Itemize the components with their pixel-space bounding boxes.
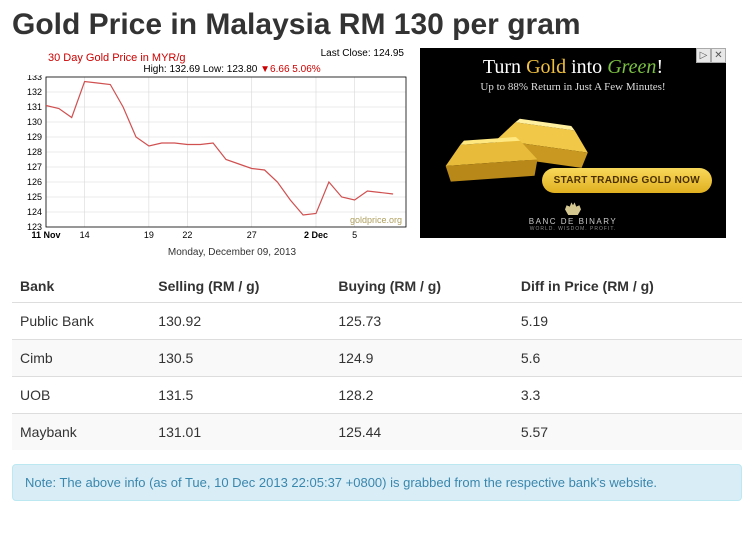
svg-text:131: 131 [27, 102, 42, 112]
table-row: Maybank131.01125.445.57 [12, 414, 742, 451]
table-cell: 128.2 [330, 377, 512, 414]
svg-text:11 Nov: 11 Nov [31, 230, 60, 240]
table-row: UOB131.5128.23.3 [12, 377, 742, 414]
table-row: Cimb130.5124.95.6 [12, 340, 742, 377]
adchoices-icon[interactable]: ▷ [696, 48, 711, 63]
top-row: 30 Day Gold Price in MYR/g Last Close: 1… [12, 48, 742, 258]
svg-text:22: 22 [182, 230, 192, 240]
chart-last-close-value: 124.95 [373, 48, 404, 59]
svg-text:128: 128 [27, 147, 42, 157]
chart-date-caption: Monday, December 09, 2013 [12, 247, 412, 258]
table-cell: 3.3 [513, 377, 742, 414]
svg-text:19: 19 [144, 230, 154, 240]
svg-text:5: 5 [352, 230, 357, 240]
page-title: Gold Price in Malaysia RM 130 per gram [12, 8, 742, 42]
table-cell: 131.5 [150, 377, 330, 414]
svg-text:14: 14 [80, 230, 90, 240]
ad-brand-logo-icon [565, 201, 581, 215]
ad-brand-name: BANC DE BINARY [420, 217, 726, 226]
chart-last-close-label: Last Close: [321, 48, 371, 59]
table-cell: 5.6 [513, 340, 742, 377]
table-cell: 130.5 [150, 340, 330, 377]
svg-text:125: 125 [27, 192, 42, 202]
table-cell: Maybank [12, 414, 150, 451]
ad-controls: ▷ ✕ [696, 48, 726, 63]
ad-headline: Turn Gold into Green! Up to 88% Return i… [420, 48, 726, 93]
ad-close-icon[interactable]: ✕ [711, 48, 726, 63]
table-header: Diff in Price (RM / g) [513, 270, 742, 303]
ad-brand: BANC DE BINARY WORLD. WISDOM. PROFIT. [420, 201, 726, 232]
table-row: Public Bank130.92125.735.19 [12, 303, 742, 340]
table-cell: 130.92 [150, 303, 330, 340]
ad-headline-pre: Turn [483, 56, 526, 78]
ad-brand-sub: WORLD. WISDOM. PROFIT. [420, 226, 726, 232]
svg-text:130: 130 [27, 117, 42, 127]
ad-subline: Up to 88% Return in Just A Few Minutes! [420, 81, 726, 93]
table-cell: 5.57 [513, 414, 742, 451]
table-cell: 5.19 [513, 303, 742, 340]
svg-text:132: 132 [27, 87, 42, 97]
svg-text:27: 27 [247, 230, 257, 240]
chart-plot: 12312412512612712812913013113213311 Nov1… [12, 75, 412, 247]
svg-text:126: 126 [27, 177, 42, 187]
svg-text:2 Dec: 2 Dec [304, 230, 328, 240]
chart-title: 30 Day Gold Price in MYR/g [12, 52, 186, 64]
table-header: Buying (RM / g) [330, 270, 512, 303]
table-cell: 125.44 [330, 414, 512, 451]
svg-text:129: 129 [27, 132, 42, 142]
ad-headline-mid: into [566, 56, 607, 78]
chart-highlow: High: 132.69 Low: 123.80 ▼6.66 5.06% [12, 64, 412, 75]
chart-low-label: Low: [203, 64, 224, 75]
chart-low-value: 123.80 [227, 64, 258, 75]
chart-high-label: High: [143, 64, 166, 75]
table-cell: 131.01 [150, 414, 330, 451]
gold-price-chart: 30 Day Gold Price in MYR/g Last Close: 1… [12, 48, 412, 258]
ad-headline-gold: Gold [526, 56, 566, 78]
svg-text:127: 127 [27, 162, 42, 172]
table-cell: UOB [12, 377, 150, 414]
chart-last-close: Last Close: 124.95 [321, 48, 404, 59]
table-header-row: Bank Selling (RM / g) Buying (RM / g) Di… [12, 270, 742, 303]
table-cell: 124.9 [330, 340, 512, 377]
ad-cta-button[interactable]: START TRADING GOLD NOW [542, 168, 712, 193]
price-table: Bank Selling (RM / g) Buying (RM / g) Di… [12, 270, 742, 450]
svg-text:goldprice.org: goldprice.org [350, 215, 402, 225]
table-header: Bank [12, 270, 150, 303]
info-note: Note: The above info (as of Tue, 10 Dec … [12, 464, 742, 501]
svg-text:133: 133 [27, 75, 42, 82]
ad-headline-green: Green [607, 56, 656, 78]
chart-high-value: 132.69 [169, 64, 200, 75]
ad-banner[interactable]: ▷ ✕ Turn Gold into Green! Up to 88% Retu… [420, 48, 726, 238]
table-cell: 125.73 [330, 303, 512, 340]
chart-change-arrow-icon: ▼ [260, 64, 270, 75]
table-cell: Cimb [12, 340, 150, 377]
table-header: Selling (RM / g) [150, 270, 330, 303]
chart-change-pct: 5.06% [292, 64, 320, 75]
ad-headline-post: ! [656, 56, 663, 78]
table-cell: Public Bank [12, 303, 150, 340]
chart-change-value: 6.66 [270, 64, 289, 75]
svg-text:124: 124 [27, 207, 42, 217]
